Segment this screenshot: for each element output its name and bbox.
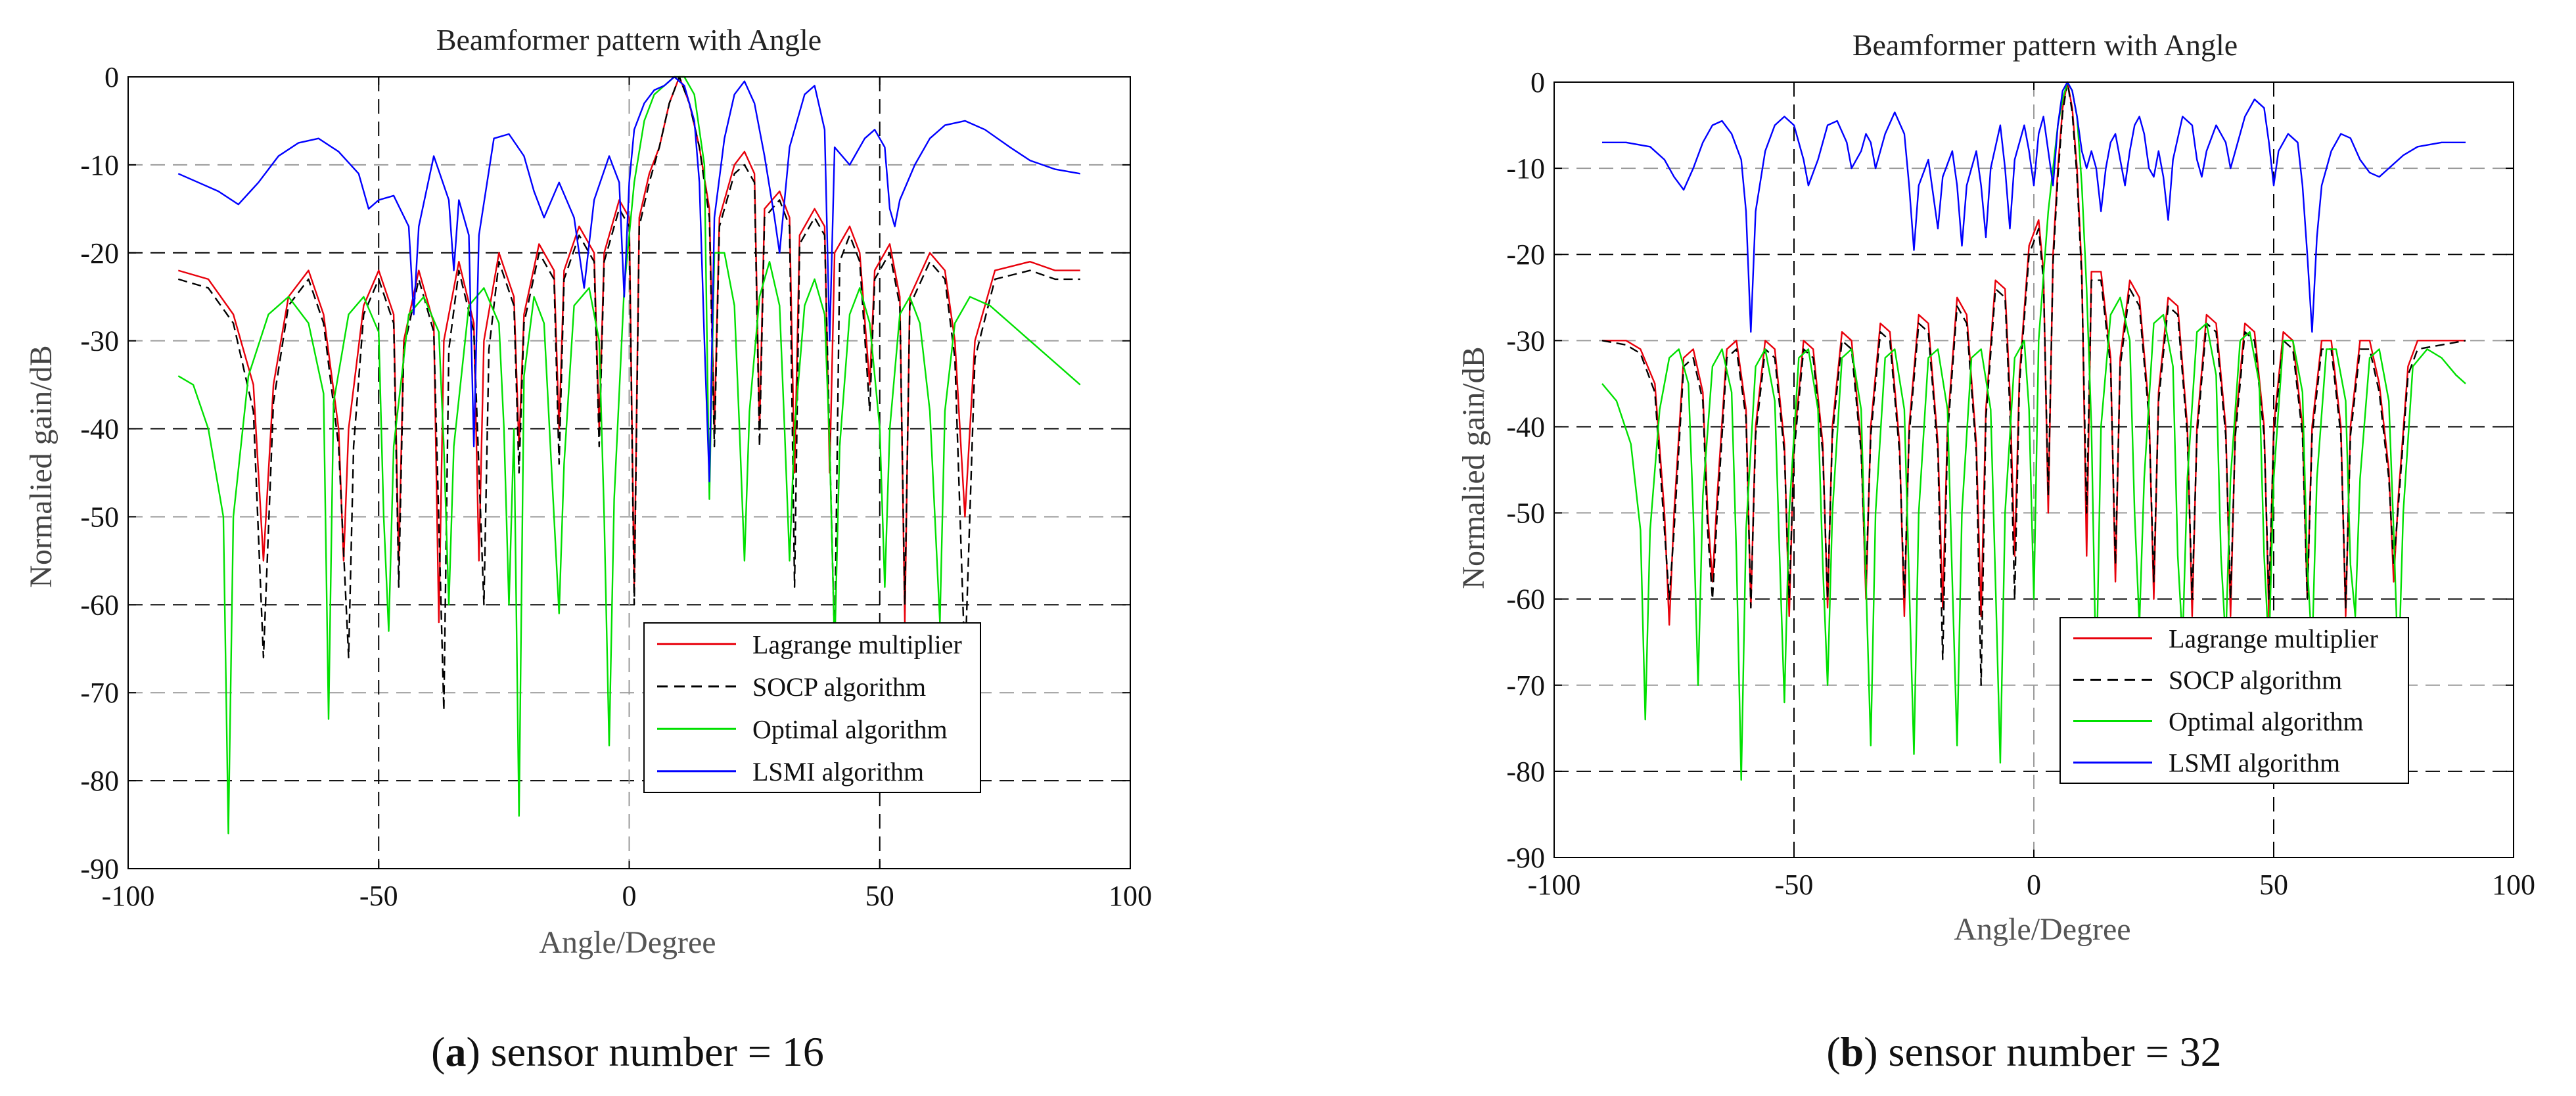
x-tick-label: -100 (102, 880, 155, 912)
x-tick-label: 0 (2027, 869, 2041, 901)
y-tick-label: -10 (80, 149, 119, 181)
y-tick-label: -10 (1506, 152, 1545, 185)
series-layer (177, 76, 1081, 834)
x-tick-label: 50 (865, 880, 894, 912)
caption-text: sensor number = 32 (1878, 1028, 2222, 1075)
legend-label: Optimal algorithm (752, 714, 948, 744)
x-tick-label: 0 (622, 880, 637, 912)
y-tick-label: -20 (80, 237, 119, 269)
legend-box (2059, 617, 2409, 784)
legend-box (643, 622, 981, 793)
y-tick-label: -80 (80, 765, 119, 797)
series-line-optimal-algorithm (177, 76, 1081, 834)
legend-label: SOCP algorithm (752, 672, 926, 702)
series-line-optimal-algorithm (1601, 81, 2466, 781)
y-tick-label: -60 (80, 589, 119, 621)
y-tick-label: -40 (1506, 411, 1545, 443)
y-tick-label: -50 (80, 501, 119, 533)
chart-title: Beamformer pattern with Angle (1852, 28, 2238, 62)
series-line-lsmi-algorithm (1602, 81, 2466, 333)
legend: Lagrange multiplier SOCP algorithm Optimal… (2059, 617, 2409, 784)
chart-panel-b: Beamformer pattern with Angle 0 -10 -20 -30… (1456, 28, 2535, 1075)
x-tick-label: 100 (2492, 869, 2535, 901)
panel-label: a (445, 1028, 466, 1075)
legend-label: LSMI algorithm (2169, 748, 2340, 778)
panel-label: b (1841, 1028, 1864, 1075)
y-tick-label: -70 (80, 677, 119, 709)
series-layer (1601, 81, 2466, 781)
chart-panel-a: Beamformer pattern with Angle 0 -10 -20 -30… (24, 23, 1152, 1075)
x-axis-ticks: -100 -50 0 50 100 (102, 77, 1152, 912)
series-line-socp-algorithm (177, 76, 1080, 712)
y-tick-label: -30 (1506, 325, 1545, 357)
x-tick-label: -50 (1775, 869, 1814, 901)
y-tick-label: 0 (1530, 66, 1545, 99)
y-tick-label: -30 (80, 325, 119, 357)
y-tick-label: -20 (1506, 239, 1545, 271)
y-axis-label: Normalied gain/dB (1456, 346, 1491, 589)
x-tick-label: 100 (1109, 880, 1152, 912)
x-tick-label: -100 (1528, 869, 1581, 901)
legend-label: Lagrange multiplier (2169, 624, 2378, 654)
y-axis-ticks: 0 -10 -20 -30 -40 -50 -60 -70 -80 -90 (1506, 66, 2514, 874)
panel-caption: (b) sensor number = 32 (1826, 1028, 2221, 1075)
series-line-socp-algorithm (1601, 81, 2466, 686)
y-tick-label: 0 (104, 61, 119, 93)
y-axis-ticks: 0 -10 -20 -30 -40 -50 -60 -70 -80 -90 (80, 61, 1130, 885)
caption-text: sensor number = 16 (480, 1028, 824, 1075)
x-axis-label: Angle/Degree (539, 925, 716, 960)
legend: Lagrange multiplier SOCP algorithm Optimal… (643, 622, 981, 793)
x-axis-ticks: -100 -50 0 50 100 (1528, 82, 2535, 901)
y-tick-label: -50 (1506, 497, 1545, 530)
legend-label: Optimal algorithm (2169, 707, 2364, 737)
panel-caption: (a) sensor number = 16 (431, 1028, 824, 1075)
y-tick-label: -40 (80, 413, 119, 445)
legend-label: LSMI algorithm (752, 757, 924, 787)
x-axis-label: Angle/Degree (1954, 912, 2130, 947)
legend-label: SOCP algorithm (2169, 666, 2342, 695)
y-tick-label: -70 (1506, 670, 1545, 702)
y-tick-label: -80 (1506, 756, 1545, 788)
y-axis-label: Normalied gain/dB (24, 345, 58, 587)
legend-label: Lagrange multiplier (752, 629, 962, 659)
y-tick-label: -90 (80, 853, 119, 885)
x-tick-label: -50 (359, 880, 398, 912)
x-tick-label: 50 (2259, 869, 2288, 901)
series-line-lagrange-multiplier (1602, 81, 2466, 626)
y-tick-label: -90 (1506, 842, 1545, 874)
y-tick-label: -60 (1506, 583, 1545, 616)
chart-title: Beamformer pattern with Angle (436, 23, 821, 57)
series-line-lsmi-algorithm (177, 76, 1081, 483)
